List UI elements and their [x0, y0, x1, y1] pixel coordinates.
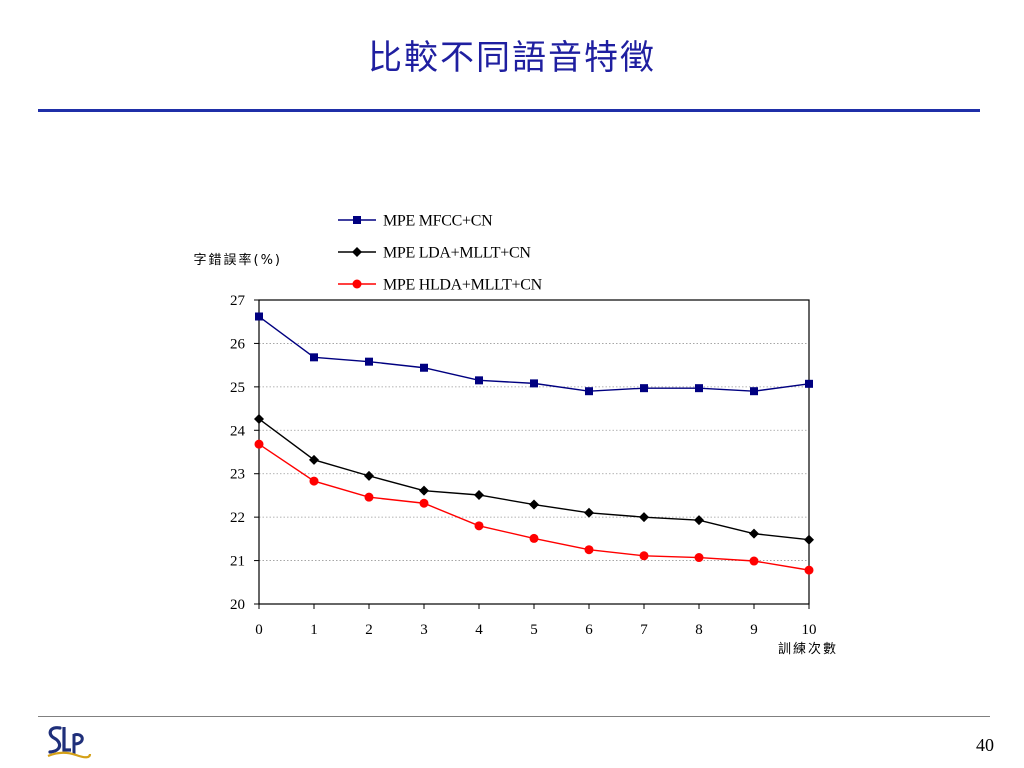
data-point: [585, 387, 593, 396]
data-point: [639, 512, 649, 523]
data-point: [804, 534, 814, 545]
data-point: [364, 470, 374, 481]
data-point: [529, 533, 539, 543]
data-point: [529, 499, 539, 510]
y-tick-label: 27: [230, 293, 246, 309]
y-tick-label: 21: [230, 554, 245, 570]
x-tick-label: 6: [585, 622, 593, 638]
legend-item: MPE HLDA+MLLT+CN: [338, 277, 543, 294]
data-point: [365, 357, 373, 366]
x-tick-label: 2: [365, 622, 373, 638]
legend-item: MPE MFCC+CN: [338, 213, 493, 230]
data-point: [420, 363, 428, 372]
legend-label: MPE MFCC+CN: [383, 213, 493, 230]
x-tick-label: 4: [475, 622, 483, 638]
page-number: 40: [976, 735, 994, 755]
data-point: [474, 489, 484, 500]
data-point: [475, 376, 483, 385]
legend-label: MPE LDA+MLLT+CN: [383, 245, 531, 262]
series-layer: [254, 312, 814, 575]
x-tick-label: 8: [695, 622, 703, 638]
legend: MPE MFCC+CN MPE LDA+MLLT+CN MPE HLDA+MLLT+…: [338, 213, 543, 294]
series-2: [254, 413, 814, 545]
data-point: [254, 413, 264, 424]
x-tick-label: 3: [420, 622, 428, 638]
y-tick-label: 23: [230, 467, 245, 483]
data-point: [364, 492, 374, 502]
x-tick-label: 0: [255, 622, 263, 638]
data-point: [255, 312, 263, 321]
x-tick-label: 9: [750, 622, 758, 638]
data-point: [805, 379, 813, 388]
legend-item: MPE LDA+MLLT+CN: [338, 245, 532, 262]
data-point: [804, 565, 814, 575]
legend-marker: [352, 247, 362, 257]
slide-title: 比較不同語音特徵: [368, 38, 656, 78]
y-tick-label: 24: [230, 423, 246, 439]
data-point: [419, 498, 429, 508]
data-point: [639, 551, 649, 561]
y-tick-label: 26: [230, 336, 246, 352]
x-axis-title: 訓練次數: [778, 641, 838, 657]
y-tick-label: 22: [230, 510, 245, 526]
data-point: [694, 515, 704, 526]
title-rule: [38, 109, 980, 112]
data-point: [749, 528, 759, 539]
x-tick-label: 5: [530, 622, 538, 638]
y-tick-label: 20: [230, 597, 245, 613]
data-point: [419, 485, 429, 496]
x-tick-label: 10: [802, 622, 817, 638]
y-axis-title: 字錯誤率(%): [194, 252, 283, 268]
grid-lines: [259, 343, 809, 561]
series-line: [258, 418, 810, 541]
legend-marker: [352, 279, 362, 289]
data-point: [749, 556, 759, 566]
series-3: [254, 439, 814, 575]
x-tick-label: 1: [310, 622, 318, 638]
data-point: [694, 553, 704, 563]
x-tick-label: 7: [640, 622, 648, 638]
footer-rule: [38, 716, 990, 717]
data-point: [309, 454, 319, 465]
plot-area-frame: [258, 299, 810, 605]
legend-label: MPE HLDA+MLLT+CN: [383, 277, 543, 294]
data-point: [310, 353, 318, 362]
slp-logo: [47, 726, 92, 759]
data-point: [695, 384, 703, 393]
data-point: [750, 387, 758, 396]
data-point: [584, 507, 594, 518]
data-point: [640, 384, 648, 393]
legend-marker: [353, 216, 361, 224]
data-point: [584, 545, 594, 555]
series-1: [255, 312, 813, 396]
data-point: [309, 476, 319, 486]
data-point: [474, 521, 484, 531]
data-point: [530, 379, 538, 388]
y-tick-label: 25: [230, 380, 245, 396]
data-point: [254, 439, 264, 449]
